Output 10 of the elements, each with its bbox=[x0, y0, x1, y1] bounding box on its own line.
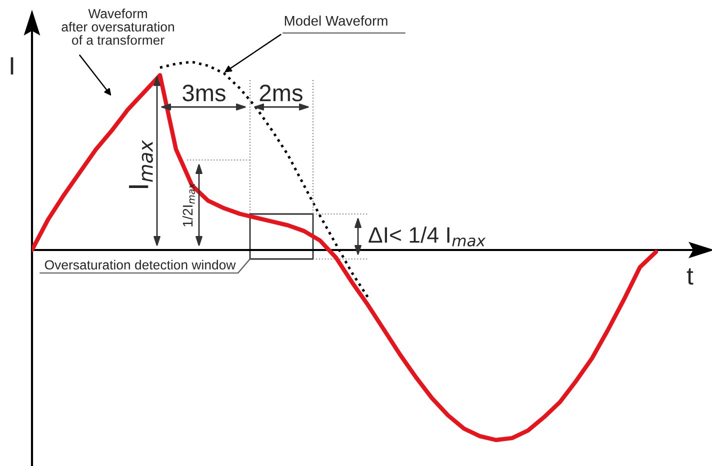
annotation: 1/2I$_{max}$ bbox=[182, 182, 195, 226]
annotation: 2ms bbox=[260, 84, 302, 102]
x-axis-title: t bbox=[686, 268, 694, 285]
annotation: I$_{max}$ bbox=[129, 140, 153, 188]
annotation: Oversaturation detection window bbox=[44, 260, 236, 270]
annotation: 3ms bbox=[182, 84, 226, 102]
y-axis-title: I bbox=[10, 57, 14, 74]
text: Waveform after oversaturation of a transformer bbox=[62, 8, 174, 45]
annotation: ΔI< 1/4 I$_{max}$ bbox=[368, 226, 486, 246]
text: Model Waveform bbox=[284, 16, 388, 26]
